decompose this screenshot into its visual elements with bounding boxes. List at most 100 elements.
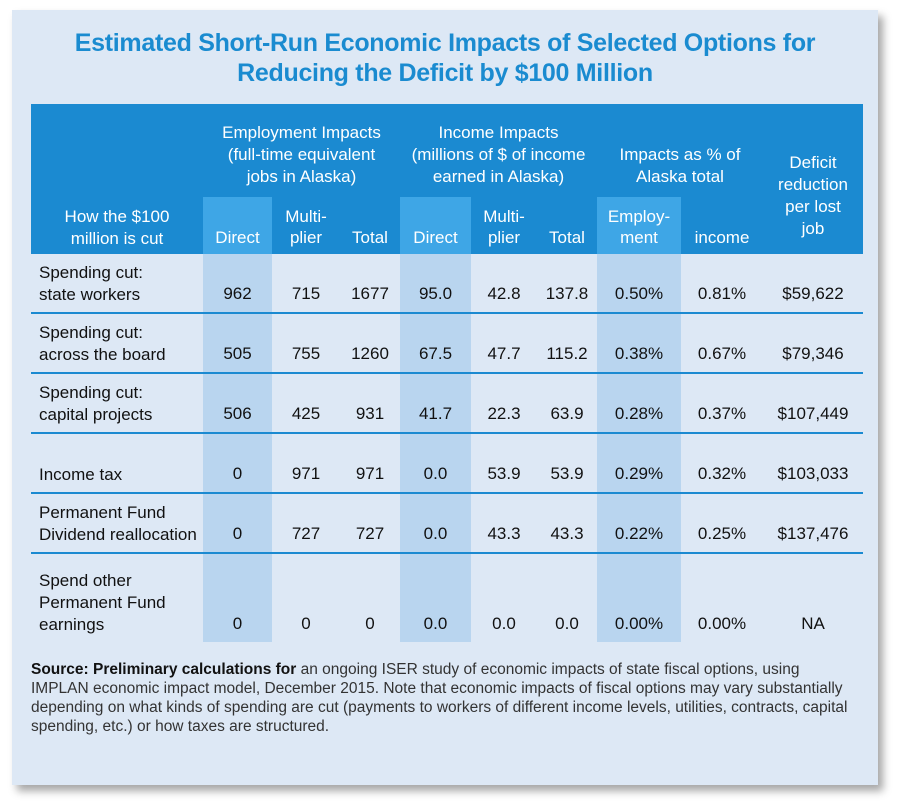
row-label-line-2: state workers <box>39 285 141 304</box>
row-label-line-2: across the board <box>39 345 166 364</box>
table-cell: 0 <box>232 524 243 543</box>
table-cell: 0 <box>301 614 311 633</box>
table-row: Permanent Fund Dividend reallocation 0 727 7… <box>31 494 863 554</box>
header-emp-multiplier-line-1: Multi- <box>285 207 327 226</box>
header-row-label-line-2: million is cut <box>70 229 164 248</box>
table-header: Employment Impacts (full-time equivalent j… <box>31 104 863 254</box>
row-label-line-2: capital projects <box>39 405 153 424</box>
table-cell: 115.2 <box>546 344 588 363</box>
table-cell: $103,033 <box>777 464 849 483</box>
header-emp-direct-line-1: Direct <box>215 228 260 247</box>
header-employment-group: Employment Impacts (full-time equivalent j… <box>203 122 400 188</box>
table-cell: 95.0 <box>418 284 453 303</box>
header-percent-group-line-2: Alaska total <box>636 167 724 186</box>
table-cell: 53.9 <box>550 464 584 483</box>
header-pct-income-line-1: income <box>694 228 750 247</box>
table-row: Income tax 0 971 971 0.0 53.9 53.9 0.29% 0.32% $1… <box>31 434 863 494</box>
table-cell: 0.67% <box>697 344 747 363</box>
source-lead: Source: Preliminary calculations for <box>31 661 297 678</box>
header-deficit-reduction-line-2: reduction <box>778 175 848 194</box>
table-cell: 0.81% <box>697 284 747 303</box>
table-cell: 0.37% <box>697 404 747 423</box>
header-income-group-line-2: (millions of $ of income <box>411 145 586 164</box>
header-emp-multiplier: Multi-plier <box>272 206 340 248</box>
header-pct-income: income <box>681 227 763 248</box>
header-light-band <box>400 197 471 254</box>
table-cell: 0.22% <box>614 524 664 543</box>
row-label: Spend other Permanent Fund earnings <box>39 570 166 636</box>
table-cell: 0 <box>365 614 375 633</box>
table-row: Spending cut: capital projects 506 425 931 41… <box>31 374 863 434</box>
table-cell: 0.0 <box>555 614 579 633</box>
header-inc-multiplier-line-2: plier <box>487 228 521 247</box>
title-line-2: Reducing the Deficit by $100 Million <box>237 59 653 87</box>
table-cell: 53.9 <box>487 464 521 483</box>
table-cell: 0.50% <box>614 284 664 303</box>
page-title: Estimated Short-Run Economic Impacts of … <box>12 28 878 88</box>
header-inc-multiplier: Multi-plier <box>471 206 537 248</box>
source-body: an ongoing ISER study of economic impact… <box>31 661 848 735</box>
title-line-1: Estimated Short-Run Economic Impacts of … <box>74 29 816 57</box>
table-cell: 67.5 <box>418 344 453 363</box>
header-income-group-line-3: earned in Alaska) <box>432 167 565 186</box>
table-cell: 931 <box>355 404 385 423</box>
source-note: Source: Preliminary calculations for an … <box>31 660 859 736</box>
header-emp-multiplier-line-2: plier <box>289 228 323 247</box>
header-deficit-reduction-line-4: job <box>801 219 825 238</box>
table-cell: 0 <box>232 614 243 633</box>
table-cell: 0.0 <box>423 464 448 483</box>
header-pct-employment-line-1: Employ- <box>607 207 671 226</box>
table-cell: 63.9 <box>550 404 584 423</box>
table-cell: 0.32% <box>697 464 747 483</box>
header-light-band <box>597 197 681 254</box>
header-row-label-line-1: How the $100 <box>64 207 170 226</box>
row-label-line-1: Income tax <box>39 465 123 484</box>
table-cell: 0.25% <box>697 524 747 543</box>
table-cell: 727 <box>291 524 321 543</box>
header-emp-direct: Direct <box>203 227 272 248</box>
header-employment-group-line-1: Employment Impacts <box>222 123 381 142</box>
row-label-line-1: Spending cut: <box>39 323 143 342</box>
table-cell: 0.00% <box>614 614 664 633</box>
header-income-group-line-1: Income Impacts <box>438 123 559 142</box>
row-label-line-1: Permanent Fund <box>39 503 166 522</box>
table-cell: 41.7 <box>418 404 453 423</box>
table-row: Spending cut: state workers 962 715 1677 95.0… <box>31 254 863 314</box>
table-cell: 962 <box>223 284 252 303</box>
header-income-group: Income Impacts (millions of $ of income ea… <box>400 122 597 188</box>
table-cell: 755 <box>291 344 321 363</box>
table-cell: 0.0 <box>423 614 448 633</box>
table-cell: 1260 <box>351 344 389 363</box>
table-cell: 505 <box>223 344 252 363</box>
row-label: Permanent Fund Dividend reallocation <box>39 502 197 546</box>
table-cell: 22.3 <box>487 404 521 423</box>
table-row: Spend other Permanent Fund earnings 0 0 0 0.0 0… <box>31 554 863 642</box>
table-cell: 506 <box>223 404 252 423</box>
header-inc-direct-line-1: Direct <box>413 228 458 247</box>
table-row: Spending cut: across the board 505 755 1260 6… <box>31 314 863 374</box>
row-label-line-1: Spending cut: <box>39 383 143 402</box>
row-label-line-1: Spend other <box>39 571 132 590</box>
table-cell: $79,346 <box>782 344 844 363</box>
header-emp-total-line-1: Total <box>352 228 388 247</box>
header-light-band <box>203 197 272 254</box>
table-cell: 43.3 <box>487 524 521 543</box>
row-label-line-2: Dividend reallocation <box>39 525 197 544</box>
header-deficit-reduction-line-3: per lost <box>785 197 841 216</box>
impacts-table: Employment Impacts (full-time equivalent j… <box>31 104 863 642</box>
header-employment-group-line-3: jobs in Alaska) <box>246 167 357 186</box>
header-pct-employment-line-2: ment <box>620 228 658 247</box>
table-cell: 43.3 <box>550 524 584 543</box>
header-inc-total-line-1: Total <box>549 228 585 247</box>
table-body: Spending cut: state workers 962 715 1677 95.0… <box>31 254 863 642</box>
table-cell: 1677 <box>351 284 389 303</box>
table-cell: 47.7 <box>487 344 521 363</box>
table-cell: 715 <box>291 284 321 303</box>
row-label-line-3: earnings <box>39 615 105 634</box>
table-cell: 0.38% <box>614 344 664 363</box>
table-cell: 0.00% <box>697 614 747 633</box>
row-label-line-2: Permanent Fund <box>39 593 166 612</box>
table-cell: $59,622 <box>782 284 844 303</box>
header-pct-employment: Employ-ment <box>597 206 681 248</box>
header-emp-total: Total <box>340 227 400 248</box>
